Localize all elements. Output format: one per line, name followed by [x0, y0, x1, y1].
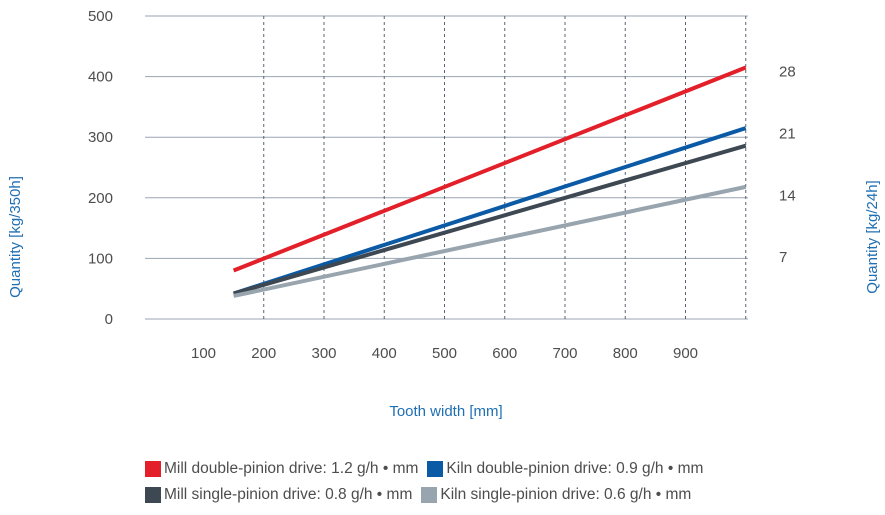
y-axis-right-title: Quantity [kg/24h] — [864, 180, 881, 293]
grid — [145, 15, 748, 320]
y-right-tick-label: 7 — [779, 249, 787, 266]
y-left-tick-label: 400 — [88, 69, 113, 86]
x-tick-label: 500 — [432, 345, 457, 362]
tick-labels: 0 100 200 300 400 500 100 200 300 400 500 600 700 800… — [88, 8, 796, 362]
x-tick-label: 300 — [311, 345, 336, 362]
legend-item: Kiln single-pinion drive: 0.6 g/h • mm — [421, 486, 691, 504]
series-line-3 — [233, 184, 747, 298]
x-tick-label: 900 — [673, 345, 698, 362]
x-tick-label: 200 — [251, 345, 276, 362]
series-line-0 — [232, 65, 747, 273]
legend-label: Kiln single-pinion drive: 0.6 g/h • mm — [440, 486, 692, 503]
y-right-tick-label: 28 — [779, 64, 796, 81]
series-lines — [232, 65, 747, 298]
x-axis-title: Tooth width [mm] — [389, 403, 502, 420]
x-tick-label: 600 — [492, 345, 517, 362]
x-tick-label: 800 — [613, 345, 638, 362]
legend-label: Mill double-pinion drive: 1.2 g/h • mm — [164, 460, 419, 477]
legend-item: Kiln double-pinion drive: 0.9 g/h • mm — [427, 460, 703, 478]
legend-swatch-kiln-single — [421, 487, 438, 503]
y-left-tick-label: 100 — [88, 250, 113, 267]
legend-label: Kiln double-pinion drive: 0.9 g/h • mm — [446, 460, 704, 477]
legend-row: Mill single-pinion drive: 0.8 g/h • mm K… — [145, 482, 880, 508]
series-line-2 — [233, 143, 747, 296]
y-axis-left-title: Quantity [kg/350h] — [7, 176, 24, 298]
x-tick-label: 700 — [552, 345, 577, 362]
y-left-tick-label: 0 — [105, 311, 113, 328]
y-left-tick-label: 200 — [88, 190, 113, 207]
y-left-tick-label: 300 — [88, 129, 113, 146]
legend-label: Mill single-pinion drive: 0.8 g/h • mm — [164, 486, 413, 503]
y-left-tick-label: 500 — [88, 8, 113, 25]
x-tick-label: 400 — [372, 345, 397, 362]
series-line-1 — [233, 126, 747, 296]
legend-swatch-mill-single — [145, 487, 161, 503]
y-right-tick-label: 21 — [779, 125, 796, 142]
x-tick-label: 100 — [191, 345, 216, 362]
legend-item: Mill double-pinion drive: 1.2 g/h • mm — [145, 460, 418, 478]
legend-swatch-mill-double — [145, 461, 161, 477]
legend-row: Mill double-pinion drive: 1.2 g/h • mm K… — [145, 456, 880, 482]
y-right-tick-label: 14 — [779, 187, 796, 204]
legend-item: Mill single-pinion drive: 0.8 g/h • mm — [145, 486, 412, 504]
legend-swatch-kiln-double — [427, 461, 444, 477]
legend: Mill double-pinion drive: 1.2 g/h • mm K… — [145, 456, 880, 508]
